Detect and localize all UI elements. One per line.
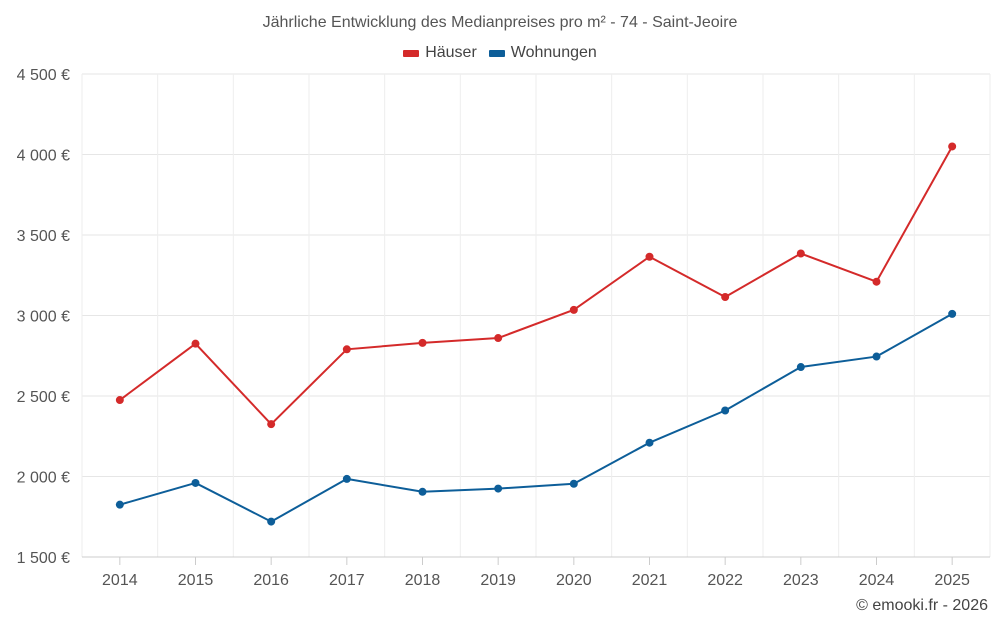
data-point-haeuser [342,345,351,354]
legend-item-haeuser[interactable]: Häuser [403,44,477,62]
chart-legend: Häuser Wohnungen [0,44,1000,62]
x-tick-label: 2016 [253,572,289,589]
y-tick-label: 1 500 € [17,550,70,567]
y-tick-label: 2 000 € [17,470,70,487]
x-tick-label: 2017 [329,572,365,589]
x-tick-label: 2018 [405,572,441,589]
data-point-wohnungen [342,474,351,483]
data-point-wohnungen [872,352,881,361]
x-tick-label: 2014 [102,572,138,589]
data-point-haeuser [494,334,503,343]
x-tick-label: 2024 [859,572,895,589]
y-tick-label: 4 000 € [17,148,70,165]
data-point-wohnungen [569,479,578,488]
legend-label-haeuser: Häuser [425,44,477,61]
x-tick-label: 2022 [707,572,743,589]
series-line-haeuser [119,145,954,426]
x-tick-label: 2023 [783,572,819,589]
legend-swatch-haeuser [403,49,420,57]
data-point-haeuser [569,305,578,314]
data-point-haeuser [267,420,276,429]
data-point-wohnungen [191,478,200,487]
data-point-haeuser [191,339,200,348]
data-point-wohnungen [115,500,124,509]
data-point-haeuser [645,252,654,261]
x-tick-label: 2025 [934,572,970,589]
data-point-wohnungen [796,363,805,372]
x-tick-label: 2019 [480,572,516,589]
chart-title: Jährliche Entwicklung des Medianpreises … [262,14,738,31]
data-point-wohnungen [418,487,427,496]
data-point-haeuser [872,277,881,286]
data-point-haeuser [721,292,730,301]
data-point-wohnungen [267,517,276,526]
credit-text: © emooki.fr - 2026 [856,597,988,614]
legend-item-wohnungen[interactable]: Wohnungen [488,44,597,62]
y-tick-label: 4 500 € [17,67,70,84]
series-line-wohnungen [119,313,953,523]
y-tick-label: 2 500 € [17,389,70,406]
data-point-wohnungen [721,406,730,415]
legend-swatch-wohnungen [488,49,505,57]
data-point-wohnungen [645,438,654,447]
data-point-haeuser [115,396,124,405]
y-tick-label: 3 500 € [17,228,70,245]
data-point-wohnungen [494,484,503,493]
x-tick-label: 2020 [556,572,592,589]
y-tick-label: 3 000 € [17,309,70,326]
data-point-haeuser [418,338,427,347]
data-point-wohnungen [948,309,957,318]
x-tick-label: 2021 [632,572,668,589]
legend-label-wohnungen: Wohnungen [510,44,597,61]
data-point-haeuser [796,249,805,258]
data-point-haeuser [948,142,957,151]
x-tick-label: 2015 [178,572,214,589]
